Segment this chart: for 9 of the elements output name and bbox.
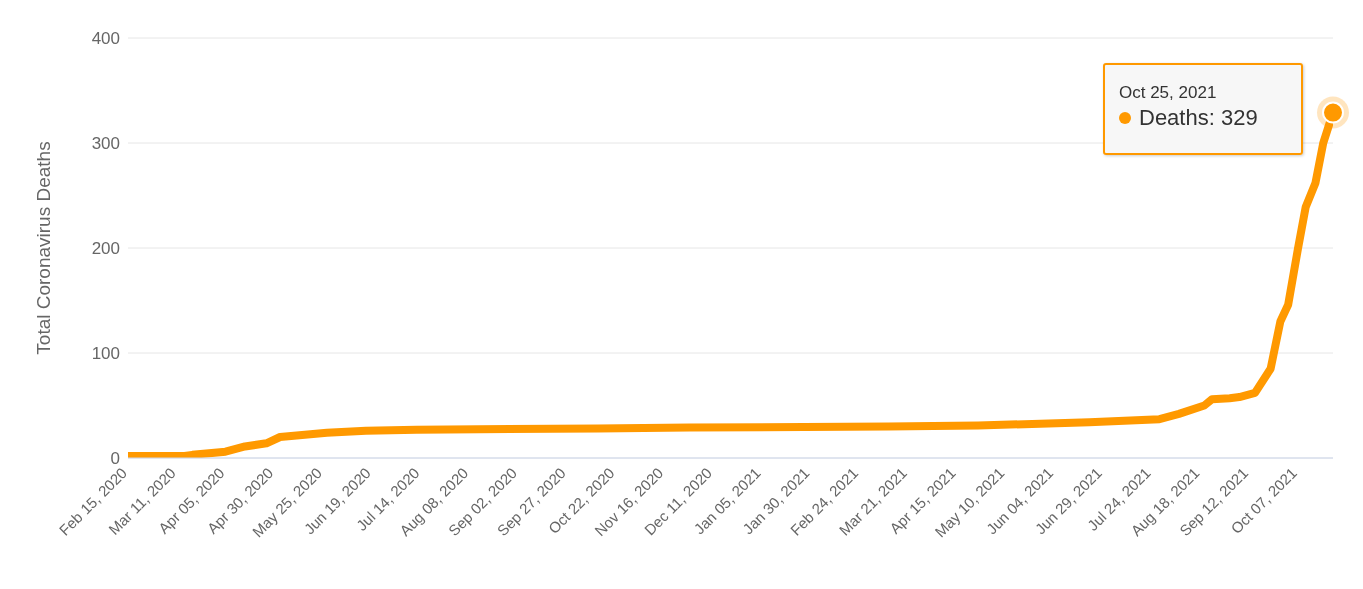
tooltip-box: Oct 25, 2021 Deaths: 329 bbox=[1103, 63, 1303, 155]
y-tick-label: 0 bbox=[110, 449, 120, 469]
annotation: Deaths: 329 bbox=[1139, 105, 1258, 131]
y-tick-label: 200 bbox=[91, 239, 120, 259]
y-tick-label: 400 bbox=[91, 29, 120, 49]
y-tick-label: 100 bbox=[91, 344, 120, 364]
y-tick-label: 300 bbox=[91, 134, 120, 154]
annotation: Oct 25, 2021 bbox=[1119, 83, 1218, 103]
y-axis-title: Total Coronavirus Deaths bbox=[32, 141, 54, 355]
